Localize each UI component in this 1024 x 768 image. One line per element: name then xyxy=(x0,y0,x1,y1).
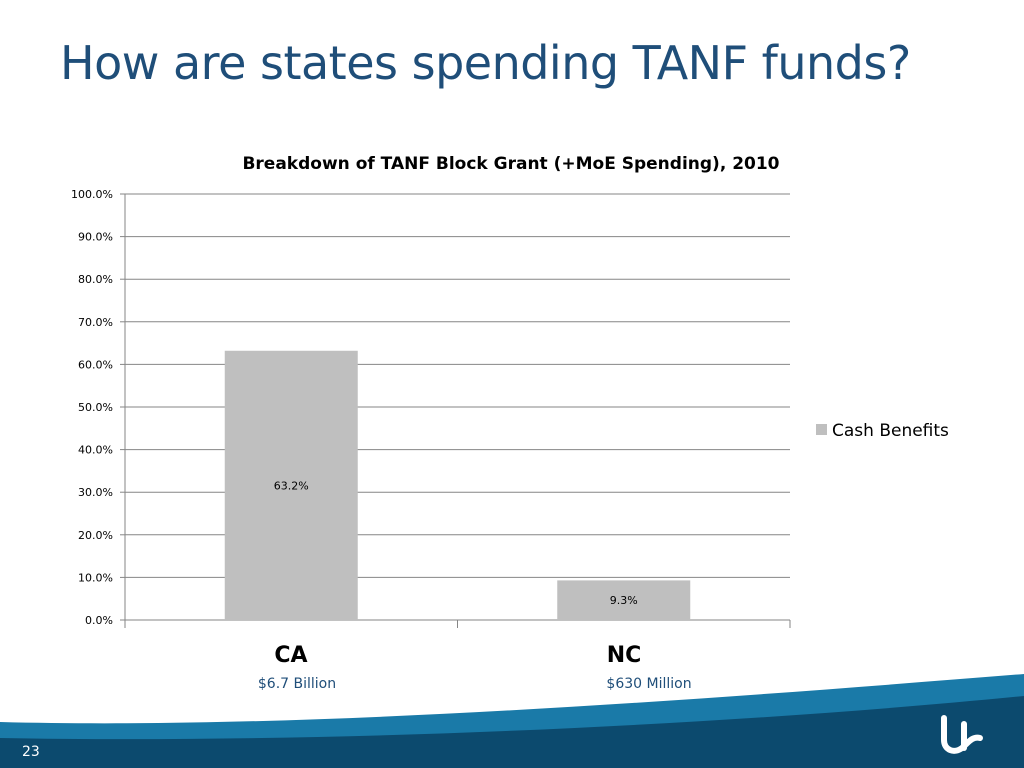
y-tick-label: 70.0% xyxy=(78,316,113,329)
data-labels: 63.2% 9.3% xyxy=(274,479,638,607)
y-tick-label: 10.0% xyxy=(78,571,113,584)
data-label-ca: 63.2% xyxy=(274,479,309,492)
footer-wave xyxy=(0,674,1024,768)
y-axis-tick-labels: 0.0% 10.0% 20.0% 30.0% 40.0% 50.0% 60.0% 70.0% 8… xyxy=(71,188,113,627)
category-sublabel-nc: $630 Million xyxy=(606,676,692,692)
slide-number: 23 xyxy=(22,744,40,760)
y-tick-label: 20.0% xyxy=(78,529,113,542)
category-label-ca: CA xyxy=(274,643,308,668)
organization-logo-icon xyxy=(941,715,983,754)
y-tick-label: 80.0% xyxy=(78,273,113,286)
legend-label-cash-benefits: Cash Benefits xyxy=(832,421,949,441)
chart-title: Breakdown of TANF Block Grant (+MoE Spen… xyxy=(242,154,779,174)
y-tick-label: 50.0% xyxy=(78,401,113,414)
y-tick-label: 0.0% xyxy=(85,614,113,627)
category-sublabel-ca: $6.7 Billion xyxy=(257,676,337,692)
legend: Cash Benefits xyxy=(816,421,949,441)
legend-swatch-cash-benefits xyxy=(816,424,827,435)
y-tick-label: 100.0% xyxy=(71,188,113,201)
category-label-nc: NC xyxy=(606,643,642,668)
footer-wave-dark xyxy=(0,696,1024,768)
axes xyxy=(120,193,791,628)
y-tick-label: 90.0% xyxy=(78,231,113,244)
bar-ca xyxy=(224,350,358,620)
y-tick-label: 30.0% xyxy=(78,486,113,499)
slide-title: How are states spending TANF funds? xyxy=(60,36,911,90)
y-tick-label: 40.0% xyxy=(78,444,113,457)
data-label-nc: 9.3% xyxy=(610,594,638,607)
bar-nc xyxy=(557,580,691,620)
bars xyxy=(224,350,691,620)
y-tick-label: 60.0% xyxy=(78,358,113,371)
